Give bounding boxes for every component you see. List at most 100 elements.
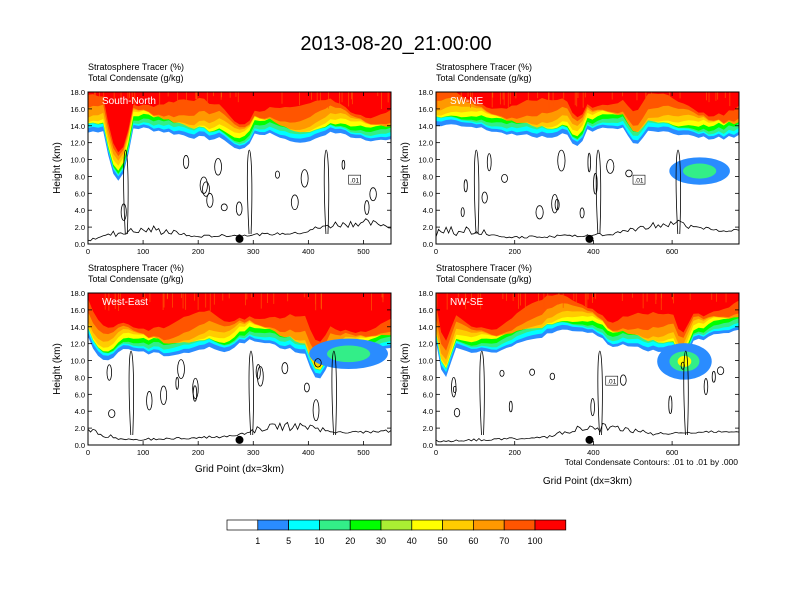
x-tick-label: 100 xyxy=(137,247,150,256)
tracer-blob xyxy=(326,345,371,363)
variable-header: Stratosphere Tracer (%) xyxy=(88,263,184,273)
y-tick-label: 6.0 xyxy=(423,390,433,399)
condensate-contours xyxy=(451,350,725,436)
condensate-cell xyxy=(160,385,168,405)
condensate-tower xyxy=(331,350,337,436)
condensate-cell xyxy=(529,368,536,376)
y-tick-label: 10.0 xyxy=(418,357,433,366)
condensate-cell xyxy=(257,366,264,387)
x-tick-label: 100 xyxy=(137,448,150,457)
condensate-tower xyxy=(683,350,689,436)
y-axis-label: Height (km) xyxy=(400,343,411,395)
panel-2: .01 0.0 2.0 4.0 6.0 8.0 10.0 12.0 14.0 16.0 18.0 0 2… xyxy=(400,62,740,256)
station-marker xyxy=(585,234,594,243)
terrain-line xyxy=(435,422,740,443)
x-tick-label: 300 xyxy=(247,247,260,256)
y-axis-label: Height (km) xyxy=(400,142,411,194)
colorbar-box xyxy=(534,519,567,531)
contour-header: Total Condensate (g/kg) xyxy=(88,274,184,284)
colorbar-label: 1 xyxy=(255,536,260,546)
y-tick-label: 8.0 xyxy=(423,172,433,181)
colorbar-box xyxy=(257,519,289,531)
condensate-contours xyxy=(120,149,377,235)
y-tick-label: 4.0 xyxy=(75,206,85,215)
contour-label: .01 xyxy=(634,178,643,185)
condensate-cell xyxy=(369,187,377,202)
y-tick-label: 0.0 xyxy=(75,441,85,450)
condensate-cell xyxy=(312,399,320,422)
plot-frame xyxy=(435,292,740,446)
contour-label-box xyxy=(348,174,361,185)
colorbar-label: 60 xyxy=(468,536,478,546)
condensate-contours xyxy=(460,149,681,235)
condensate-cell xyxy=(593,173,598,195)
x-axis-label: Grid Point (dx=3km) xyxy=(543,476,632,487)
condensate-tower xyxy=(323,149,330,235)
colorbar-box xyxy=(380,519,413,531)
y-tick-label: 16.0 xyxy=(70,306,85,315)
condensate-tower xyxy=(675,149,681,235)
y-tick-label: 12.0 xyxy=(418,139,433,148)
y-tick-label: 14.0 xyxy=(70,323,85,332)
contour-label-box xyxy=(632,174,646,185)
y-axis-label: Height (km) xyxy=(52,343,63,395)
y-tick-label: 16.0 xyxy=(418,306,433,315)
condensate-cell xyxy=(175,376,179,390)
condensate-cell xyxy=(202,181,210,197)
contour-footnote: Total Condensate Contours: .01 to .01 by… xyxy=(565,457,739,467)
condensate-cell xyxy=(206,192,214,208)
x-tick-label: 500 xyxy=(357,247,370,256)
condensate-cell xyxy=(364,200,370,215)
panel-label: SW-NE xyxy=(450,96,483,107)
panel-3: 0.0 2.0 4.0 6.0 8.0 10.0 12.0 14.0 16.0 18.0 0 100 2… xyxy=(52,263,392,475)
colorbar-box xyxy=(288,519,320,531)
condensate-cell xyxy=(214,158,222,176)
condensate-cell xyxy=(281,362,289,375)
panel-label: South-North xyxy=(102,96,156,107)
colorbar-label: 5 xyxy=(286,536,291,546)
panel-1: .01 0.0 2.0 4.0 6.0 8.0 10.0 12.0 14.0 16.0 18.0 0 1… xyxy=(52,62,392,256)
plot-frame xyxy=(87,91,392,245)
condensate-contours xyxy=(106,350,337,436)
condensate-cell xyxy=(590,398,595,417)
condensate-cell xyxy=(255,364,261,380)
colorbar-box xyxy=(503,519,536,531)
y-tick-label: 14.0 xyxy=(418,323,433,332)
condensate-cell xyxy=(460,207,465,218)
condensate-cell xyxy=(314,358,322,368)
colorbar-label: 70 xyxy=(499,536,509,546)
y-tick-label: 4.0 xyxy=(423,206,433,215)
condensate-cell xyxy=(108,409,116,418)
y-tick-label: 12.0 xyxy=(70,139,85,148)
y-tick-label: 4.0 xyxy=(75,407,85,416)
y-tick-label: 10.0 xyxy=(418,156,433,165)
plot-frame xyxy=(435,91,740,245)
x-tick-label: 600 xyxy=(666,448,679,457)
y-tick-label: 18.0 xyxy=(418,88,433,97)
x-tick-label: 400 xyxy=(302,247,315,256)
condensate-cell xyxy=(303,382,310,393)
x-tick-label: 300 xyxy=(247,448,260,457)
x-tick-label: 200 xyxy=(192,247,205,256)
condensate-cell xyxy=(499,369,505,377)
x-tick-label: 500 xyxy=(357,448,370,457)
colorbar-label: 50 xyxy=(438,536,448,546)
panel-label: West-East xyxy=(102,297,148,308)
y-tick-label: 18.0 xyxy=(418,289,433,298)
tracer-blob xyxy=(682,163,717,179)
contour-header: Total Condensate (g/kg) xyxy=(436,73,532,83)
condensate-cell xyxy=(220,203,228,212)
contour-header: Total Condensate (g/kg) xyxy=(436,274,532,284)
condensate-cell xyxy=(192,385,198,402)
y-tick-label: 12.0 xyxy=(418,340,433,349)
condensate-cell xyxy=(551,194,559,214)
x-tick-label: 400 xyxy=(302,448,315,457)
condensate-cell xyxy=(177,359,185,379)
condensate-tower xyxy=(248,350,254,436)
tracer-band xyxy=(436,92,739,118)
x-tick-label: 0 xyxy=(434,448,438,457)
condensate-cell xyxy=(535,205,544,220)
condensate-cell xyxy=(606,159,615,174)
y-tick-label: 6.0 xyxy=(423,189,433,198)
colorbar-label: 30 xyxy=(376,536,386,546)
